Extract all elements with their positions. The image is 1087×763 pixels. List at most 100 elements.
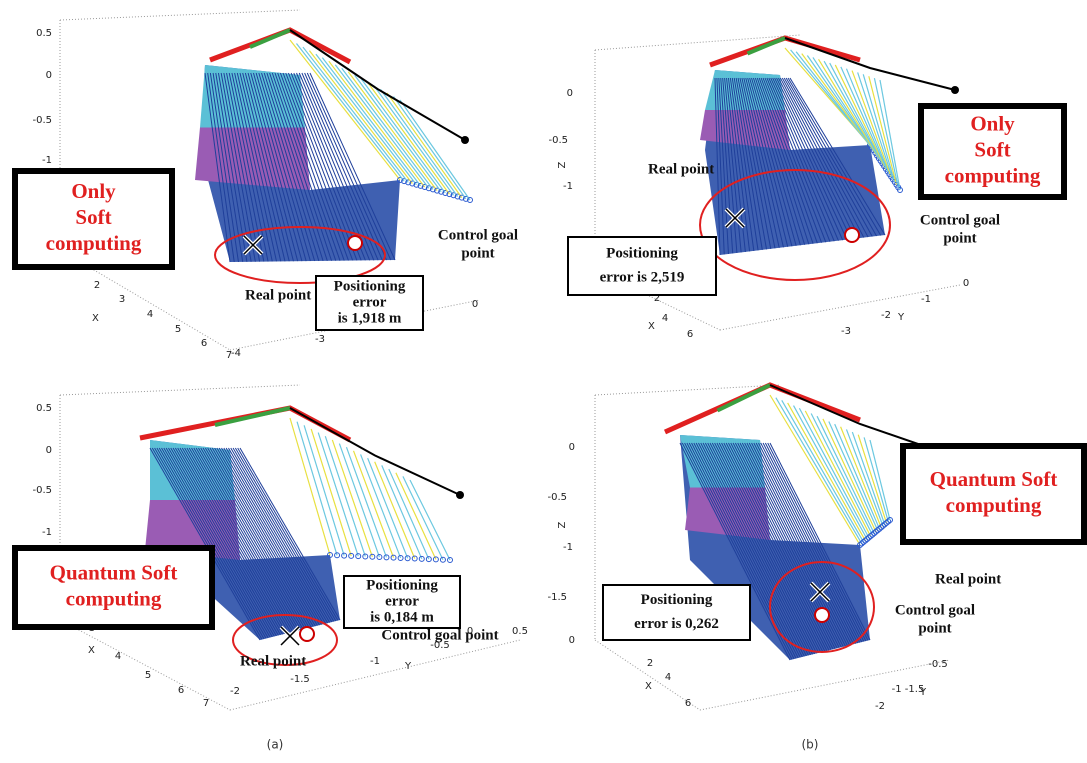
x-tick-label: 4 — [662, 313, 668, 324]
goal-point — [815, 608, 829, 622]
z-tick-label: 0 — [46, 70, 52, 81]
real-label: Real point — [245, 287, 311, 303]
z-tick-label: 0.5 — [36, 28, 52, 39]
z-tick-label: -1 — [563, 542, 573, 553]
y-tick-label: -2 — [875, 701, 885, 712]
end-effector — [456, 491, 464, 499]
goal-point — [845, 228, 859, 242]
z-tick-label: -1 — [563, 181, 573, 192]
z-tick-label: -0.5 — [32, 485, 52, 496]
y-axis-label: Y — [897, 312, 905, 323]
z-axis-label: Z — [557, 521, 568, 528]
x-tick-label: 7 — [203, 698, 209, 709]
end-effector — [951, 86, 959, 94]
y-tick-label: 0 — [963, 278, 969, 289]
y-tick-label: 0.5 — [512, 626, 528, 637]
goal-label: Control goal — [920, 212, 1000, 228]
x-tick-label: 4 — [665, 672, 671, 683]
z-tick-label: 0 — [46, 445, 52, 456]
caption: (b) — [802, 738, 819, 752]
error-label: Positioning — [641, 592, 713, 608]
arm-link — [368, 82, 450, 194]
error-label: Positioning — [334, 278, 406, 294]
grid-line — [60, 385, 300, 395]
arm-link — [303, 47, 408, 182]
z-tick-label: 0 — [567, 88, 573, 99]
y-tick-label: -3 — [315, 334, 325, 345]
method-label: Quantum Soft — [930, 467, 1058, 491]
y-tick-label: -2 — [881, 310, 891, 321]
x-axis-label: X — [92, 313, 99, 324]
real-label: Real point — [935, 571, 1001, 587]
x-tick-label: 4 — [115, 651, 121, 662]
arm-top — [710, 38, 860, 65]
error-label: Positioning — [366, 577, 438, 593]
x-axis-label: X — [88, 645, 95, 656]
arm-link — [805, 411, 870, 536]
x-tick-label: 2 — [647, 658, 653, 669]
error-label: is 1,918 m — [338, 310, 402, 326]
z-tick-label: -1.5 — [547, 592, 567, 603]
error-label: error is 2,519 — [600, 269, 685, 285]
y-axis-label: Y — [919, 687, 927, 698]
arm-link — [355, 75, 441, 191]
y-tick-label: -2 — [230, 686, 240, 697]
arm-link — [799, 408, 868, 537]
method-label: computing — [66, 586, 162, 610]
figure: 0.50-0.5-1234567-4-30XYOnlySoftcomputing… — [0, 0, 1087, 763]
y-tick-label: 0 — [472, 299, 478, 310]
arm-top-green — [718, 385, 771, 411]
x-tick-label: 6 — [687, 329, 693, 340]
method-label: Only — [71, 179, 116, 203]
z-tick-label: -1 — [42, 155, 52, 166]
z-tick-label: 0 — [569, 635, 575, 646]
method-label: Soft — [75, 205, 111, 229]
real-label: Real point — [648, 161, 714, 177]
plot-panel: 0.50-0.5-1234567-4-30XYOnlySoftcomputing… — [15, 10, 518, 361]
method-label: Only — [970, 111, 1015, 135]
y-tick-label: -1.5 — [290, 674, 310, 685]
z-tick-label: 0 — [569, 442, 575, 453]
goal-label: point — [918, 620, 951, 636]
black-arm — [290, 30, 465, 140]
z-tick-label: -0.5 — [548, 135, 568, 146]
x-tick-label: 6 — [201, 338, 207, 349]
z-tick-label: 0.5 — [36, 403, 52, 414]
arm-top-green — [250, 30, 290, 47]
x-axis-label: X — [645, 681, 652, 692]
grid-line — [720, 285, 960, 330]
y-tick-label: -1 — [921, 294, 931, 305]
error-label: error is 0,262 — [634, 616, 719, 632]
plot-panel: 0-0.5-12460-1-2-3XYZOnlySoftcomputingPos… — [548, 35, 1064, 340]
method-label: computing — [46, 231, 142, 255]
y-tick-label: -4 — [231, 348, 241, 359]
x-tick-label: 4 — [147, 309, 153, 320]
x-tick-label: 6 — [685, 698, 691, 709]
plot-panel: 0.50-0.5-1-1.534567-2-1.5-1-0.500.5XYQua… — [15, 385, 528, 710]
goal-label: Control goal point — [381, 627, 498, 643]
error-label: error — [385, 593, 419, 609]
goal-label: point — [461, 245, 494, 261]
x-tick-label: 6 — [178, 685, 184, 696]
arm-region-cyan — [680, 435, 765, 488]
real-label: Real point — [240, 653, 306, 669]
y-axis-label: Y — [404, 661, 412, 672]
goal-point — [300, 627, 314, 641]
goal-label: Control goal — [438, 227, 518, 243]
x-tick-label: 5 — [175, 324, 181, 335]
goal-label: point — [943, 230, 976, 246]
method-label: computing — [946, 493, 1042, 517]
z-tick-label: -0.5 — [547, 492, 567, 503]
method-label: computing — [945, 163, 1041, 187]
z-tick-label: -1 — [42, 527, 52, 538]
z-tick-label: -0.5 — [32, 115, 52, 126]
y-tick-label: -1 — [370, 656, 380, 667]
arm-link — [342, 68, 433, 189]
goal-point — [348, 236, 362, 250]
arm-link — [290, 418, 330, 555]
caption: (a) — [267, 738, 284, 752]
method-label: Quantum Soft — [50, 560, 178, 584]
grid-line — [230, 640, 520, 710]
arm-top-green — [748, 38, 786, 54]
